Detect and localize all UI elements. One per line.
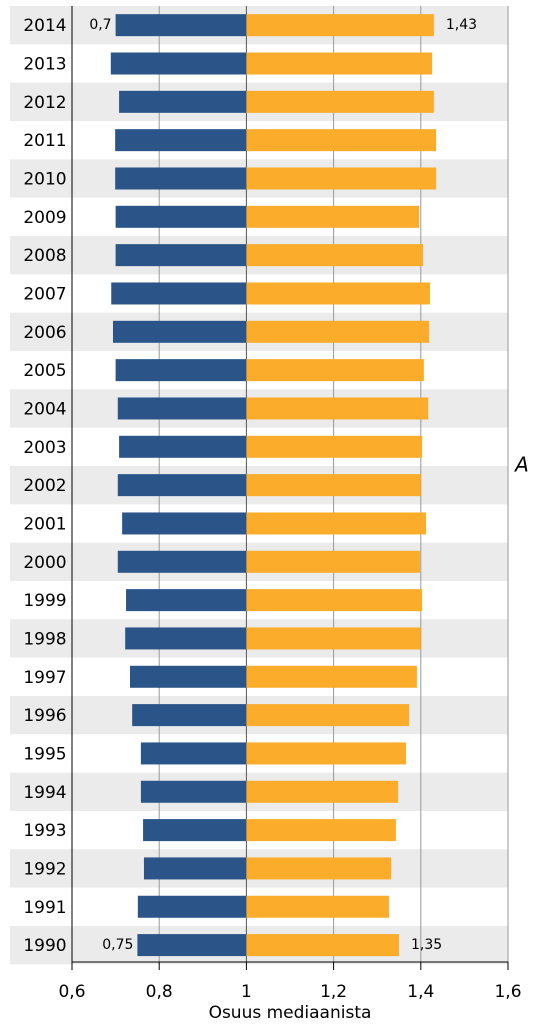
bar [115,14,247,37]
bar [246,512,427,535]
y-tick-label: 1997 [23,668,66,688]
y-tick-label: 2000 [23,553,66,573]
bar [126,589,247,612]
x-axis-label: Osuus mediaanista [209,1003,372,1023]
bar [115,244,247,267]
y-tick-label: 2013 [23,54,66,74]
y-tick-label: 2012 [23,93,66,113]
bar [246,780,399,803]
bar [110,52,247,75]
x-tick-label: 1 [241,982,252,1002]
bar [246,397,429,420]
y-tick-label: 1999 [23,591,66,611]
bar [246,167,437,190]
bar [111,282,247,305]
bar [137,934,247,957]
y-tick-label: 1998 [23,629,66,649]
x-tick-label: 1,6 [494,982,521,1002]
bar [246,550,420,573]
bar [122,512,247,535]
y-tick-label: 2009 [23,208,66,228]
bar [246,589,423,612]
bar [125,627,247,650]
y-tick-label: 2007 [23,284,66,304]
bar [246,282,430,305]
bar [115,359,247,382]
bar [140,780,247,803]
y-tick-label: 2002 [23,476,66,496]
bar [137,895,247,918]
bar [132,704,247,727]
data-label: 0,7 [89,17,111,33]
bar [246,435,423,458]
bar [117,397,247,420]
y-tick-label: 2003 [23,438,66,458]
bar [246,14,434,37]
bar [246,665,417,688]
bar [246,244,423,267]
y-tick-label: 1991 [23,898,66,918]
bar [246,359,424,382]
bar [129,665,247,688]
bar [246,742,406,765]
y-tick-label: 1992 [23,859,66,879]
bar [246,704,410,727]
bar [115,205,247,228]
data-label: 1,43 [446,17,477,33]
bar [246,129,437,152]
bar [246,934,399,957]
y-tick-label: 1996 [23,706,66,726]
y-tick-label: 2006 [23,323,66,343]
bar [112,320,247,343]
bar [143,857,247,880]
x-tick-label: 0,6 [58,982,85,1002]
annotation: A [513,453,529,477]
y-tick-label: 1993 [23,821,66,841]
bar [117,474,247,497]
bar [246,627,421,650]
bar [115,167,247,190]
data-label: 1,35 [411,937,442,953]
bar [246,819,396,842]
y-tick-label: 2014 [23,16,66,36]
y-tick-label: 2004 [23,399,66,419]
y-tick-label: 2010 [23,169,66,189]
y-tick-label: 1994 [23,783,66,803]
bar [246,857,392,880]
bar [143,819,247,842]
bar [140,742,247,765]
y-tick-label: 2011 [23,131,66,151]
x-tick-label: 1,2 [320,982,347,1002]
bar [117,550,247,573]
y-tick-label: 2005 [23,361,66,381]
bar [246,52,433,75]
y-tick-label: 2001 [23,514,66,534]
y-tick-label: 1990 [23,936,66,956]
bar [246,895,389,918]
bar [246,205,420,228]
y-tick-label: 1995 [23,744,66,764]
bar [119,435,247,458]
y-tick-label: 2008 [23,246,66,266]
data-label: 0,75 [102,937,133,953]
x-tick-label: 0,8 [146,982,173,1002]
bar [115,129,247,152]
bar [246,474,421,497]
bar [119,90,247,113]
x-tick-label: 1,4 [407,982,434,1002]
bar [246,320,430,343]
bar [246,90,434,113]
